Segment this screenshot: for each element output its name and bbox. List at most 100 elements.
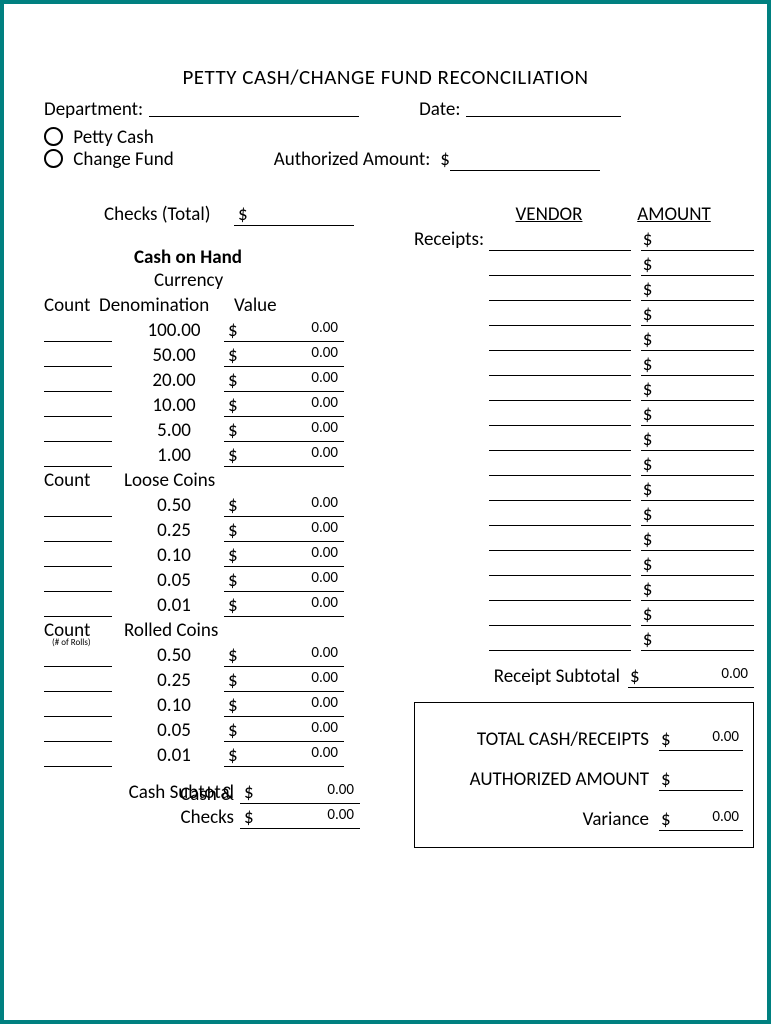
dollar-sign: $ xyxy=(641,603,660,626)
value-output: 0.00 xyxy=(248,444,344,467)
petty-cash-option[interactable]: Petty Cash xyxy=(44,127,727,149)
department-input[interactable] xyxy=(149,98,359,117)
authorized-amount-value[interactable] xyxy=(679,768,743,791)
vendor-input[interactable] xyxy=(489,507,630,526)
vendor-input[interactable] xyxy=(489,432,630,451)
dollar-sign: $ xyxy=(224,494,248,517)
value-output: 0.00 xyxy=(248,344,344,367)
amount-input[interactable] xyxy=(660,453,754,476)
dollar-sign: $ xyxy=(641,428,660,451)
value-output: 0.00 xyxy=(248,394,344,417)
value-output: 0.00 xyxy=(248,494,344,517)
receipt-row: $ xyxy=(414,376,754,401)
denom-label: 0.50 xyxy=(124,644,224,667)
receipt-row: $ xyxy=(414,251,754,276)
receipts-label: Receipts: xyxy=(414,228,489,251)
amount-input[interactable] xyxy=(660,503,754,526)
count-input[interactable] xyxy=(44,523,112,542)
amount-input[interactable] xyxy=(660,228,754,251)
denom-label: 0.01 xyxy=(124,594,224,617)
vendor-input[interactable] xyxy=(489,357,630,376)
count-input[interactable] xyxy=(44,423,112,442)
receipt-row: $ xyxy=(414,576,754,601)
denom-label: 0.05 xyxy=(124,719,224,742)
dollar-sign: $ xyxy=(628,665,648,688)
change-fund-option[interactable]: Change Fund xyxy=(44,149,174,171)
vendor-input[interactable] xyxy=(489,407,630,426)
receipt-rows: $$$$$$$$$$$$$$$$ xyxy=(414,251,754,651)
count-input[interactable] xyxy=(44,648,112,667)
amount-input[interactable] xyxy=(660,303,754,326)
count-input[interactable] xyxy=(44,673,112,692)
value-output: 0.00 xyxy=(248,369,344,392)
vendor-input[interactable] xyxy=(489,232,630,251)
dollar-sign: $ xyxy=(641,228,660,251)
count-input[interactable] xyxy=(44,748,112,767)
variance-label: Variance xyxy=(425,808,659,831)
amount-input[interactable] xyxy=(660,378,754,401)
dollar-sign: $ xyxy=(224,444,248,467)
dollar-sign: $ xyxy=(641,478,660,501)
receipt-row: $ xyxy=(414,301,754,326)
receipt-row: $ xyxy=(414,401,754,426)
count-input[interactable] xyxy=(44,723,112,742)
amount-input[interactable] xyxy=(660,403,754,426)
value-output: 0.00 xyxy=(248,594,344,617)
dollar-sign: $ xyxy=(641,253,660,276)
vendor-input[interactable] xyxy=(489,607,630,626)
radio-icon xyxy=(44,127,63,146)
vendor-input[interactable] xyxy=(489,457,630,476)
denom-label: 100.00 xyxy=(124,319,224,342)
count-input[interactable] xyxy=(44,498,112,517)
auth-amount-input[interactable] xyxy=(450,152,600,171)
denom-row: 0.50$0.00 xyxy=(44,642,404,667)
amount-header: AMOUNT xyxy=(624,203,724,226)
amount-input[interactable] xyxy=(660,278,754,301)
denom-label: 1.00 xyxy=(124,444,224,467)
receipt-subtotal-label: Receipt Subtotal xyxy=(494,665,628,688)
amount-input[interactable] xyxy=(660,628,754,651)
denom-row: 20.00$0.00 xyxy=(44,367,404,392)
dollar-sign: $ xyxy=(224,569,248,592)
amount-input[interactable] xyxy=(660,253,754,276)
count-input[interactable] xyxy=(44,398,112,417)
dollar-sign: $ xyxy=(224,644,248,667)
vendor-input[interactable] xyxy=(489,557,630,576)
dollar-sign: $ xyxy=(641,328,660,351)
denom-label: 0.10 xyxy=(124,694,224,717)
vendor-input[interactable] xyxy=(489,257,630,276)
amount-input[interactable] xyxy=(660,528,754,551)
amount-input[interactable] xyxy=(660,328,754,351)
change-fund-label: Change Fund xyxy=(73,148,173,171)
count-input[interactable] xyxy=(44,448,112,467)
vendor-input[interactable] xyxy=(489,282,630,301)
vendor-input[interactable] xyxy=(489,582,630,601)
cash-subtotal-value: 0.00 xyxy=(264,781,360,804)
denom-row: 0.10$0.00 xyxy=(44,692,404,717)
vendor-input[interactable] xyxy=(489,532,630,551)
count-input[interactable] xyxy=(44,698,112,717)
amount-input[interactable] xyxy=(660,553,754,576)
count-input[interactable] xyxy=(44,348,112,367)
amount-input[interactable] xyxy=(660,603,754,626)
amount-input[interactable] xyxy=(660,353,754,376)
count-input[interactable] xyxy=(44,598,112,617)
vendor-input[interactable] xyxy=(489,332,630,351)
count-input[interactable] xyxy=(44,573,112,592)
count-input[interactable] xyxy=(44,373,112,392)
vendor-input[interactable] xyxy=(489,632,630,651)
amount-input[interactable] xyxy=(660,578,754,601)
count-input[interactable] xyxy=(44,548,112,567)
amount-input[interactable] xyxy=(660,478,754,501)
vendor-input[interactable] xyxy=(489,482,630,501)
denom-label: 0.10 xyxy=(124,544,224,567)
vendor-input[interactable] xyxy=(489,382,630,401)
count-header: Count xyxy=(44,294,99,317)
count-input[interactable] xyxy=(44,323,112,342)
denom-row: 0.25$0.00 xyxy=(44,667,404,692)
dollar-sign: $ xyxy=(641,453,660,476)
date-input[interactable] xyxy=(466,98,621,117)
vendor-input[interactable] xyxy=(489,307,630,326)
amount-input[interactable] xyxy=(660,428,754,451)
checks-total-input[interactable] xyxy=(258,203,354,226)
